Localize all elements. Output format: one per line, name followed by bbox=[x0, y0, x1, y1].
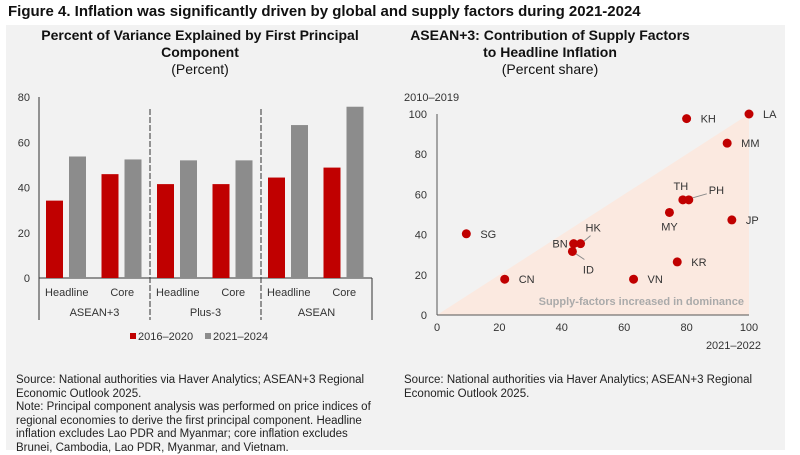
bar-Plus-3-Headline-2016–2020 bbox=[157, 184, 174, 278]
point-label-KH: KH bbox=[701, 114, 716, 126]
point-label-MY: MY bbox=[661, 221, 678, 233]
annotation: Supply-factors increased in dominance bbox=[539, 296, 744, 308]
point-VN bbox=[629, 274, 639, 284]
leader-line bbox=[575, 253, 585, 260]
x-tick-label: 100 bbox=[740, 322, 758, 334]
point-label-ID: ID bbox=[583, 264, 594, 276]
y-tick-label: 60 bbox=[18, 137, 30, 149]
point-JP bbox=[727, 215, 737, 225]
bar-source-text: Source: National authorities via Haver A… bbox=[16, 374, 365, 400]
bar-ASEAN-Headline-2016–2020 bbox=[268, 177, 285, 278]
point-MM bbox=[722, 138, 732, 148]
y-tick-label: 0 bbox=[24, 273, 30, 285]
point-label-VN: VN bbox=[648, 274, 663, 286]
y-tick-label: 80 bbox=[18, 92, 30, 104]
x-axis-label: 2021–2022 bbox=[706, 340, 761, 352]
point-ID bbox=[567, 246, 577, 256]
figure-title: Figure 4. Inflation was significantly dr… bbox=[8, 3, 641, 20]
scatter-chart-title: ASEAN+3: Contribution of Supply Factors … bbox=[405, 27, 695, 78]
point-label-HK: HK bbox=[586, 223, 602, 235]
y-tick-label: 60 bbox=[415, 189, 427, 201]
point-label-PH: PH bbox=[709, 185, 724, 197]
y-tick-label: 20 bbox=[18, 228, 30, 240]
point-label-CN: CN bbox=[519, 274, 535, 286]
bar-Plus-3-Core-2016–2020 bbox=[212, 184, 230, 278]
leader-line bbox=[583, 235, 591, 243]
legend-label: 2021–2024 bbox=[213, 331, 268, 343]
point-HK bbox=[576, 239, 586, 249]
point-label-TH: TH bbox=[674, 181, 689, 193]
bar-subtitle: (Percent) bbox=[171, 61, 229, 77]
y-axis-label: 2010–2019 bbox=[404, 92, 459, 104]
scatter-title: ASEAN+3: Contribution of Supply Factors … bbox=[410, 27, 690, 60]
point-CN bbox=[500, 274, 510, 284]
point-SG bbox=[461, 229, 471, 239]
shaded-region bbox=[437, 114, 749, 315]
point-MY bbox=[664, 207, 674, 217]
x-tick-label: 40 bbox=[556, 322, 568, 334]
legend-swatch bbox=[130, 333, 136, 339]
bar-ASEAN+3-Core-2021–2024 bbox=[124, 159, 142, 278]
y-tick-label: 100 bbox=[409, 109, 427, 121]
bar-ASEAN-Core-2021–2024 bbox=[346, 106, 364, 278]
bar-ASEAN+3-Headline-2021–2024 bbox=[69, 156, 86, 278]
y-tick-label: 80 bbox=[415, 149, 427, 161]
bar-chart-title: Percent of Variance Explained by First P… bbox=[10, 27, 390, 78]
x-tick-label: 80 bbox=[680, 322, 692, 334]
bar-note-text: Note: Principal component analysis was p… bbox=[16, 401, 371, 454]
leader-line bbox=[692, 193, 707, 199]
point-label-JP: JP bbox=[746, 215, 759, 227]
category-label: Headline bbox=[156, 287, 199, 299]
bar-source: Source: National authorities via Haver A… bbox=[16, 374, 386, 455]
point-label-KR: KR bbox=[691, 257, 706, 269]
point-label-LA: LA bbox=[763, 109, 777, 121]
y-tick-label: 0 bbox=[421, 310, 427, 322]
point-KR bbox=[672, 257, 682, 267]
point-label-MM: MM bbox=[741, 138, 759, 150]
bar-ASEAN+3-Headline-2016–2020 bbox=[46, 200, 63, 278]
y-tick-label: 40 bbox=[415, 230, 427, 242]
group-label: ASEAN bbox=[298, 307, 335, 319]
x-tick-label: 20 bbox=[493, 322, 505, 334]
bar-ASEAN-Core-2016–2020 bbox=[323, 167, 341, 278]
x-tick-label: 60 bbox=[618, 322, 630, 334]
scatter-subtitle: (Percent share) bbox=[501, 61, 599, 77]
category-label: Core bbox=[110, 287, 134, 299]
point-label-BN: BN bbox=[552, 239, 567, 251]
point-BN bbox=[569, 239, 579, 249]
scatter-source: Source: National authorities via Haver A… bbox=[404, 374, 753, 400]
y-tick-label: 20 bbox=[415, 270, 427, 282]
point-PH bbox=[684, 195, 694, 205]
category-label: Core bbox=[332, 287, 356, 299]
y-tick-label: 40 bbox=[18, 183, 30, 195]
category-label: Headline bbox=[267, 287, 310, 299]
point-KH bbox=[682, 114, 692, 124]
bar-ASEAN+3-Core-2016–2020 bbox=[101, 174, 119, 278]
bar-Plus-3-Headline-2021–2024 bbox=[180, 160, 197, 278]
bar-ASEAN-Headline-2021–2024 bbox=[291, 125, 308, 279]
point-label-SG: SG bbox=[480, 229, 496, 241]
x-tick-label: 0 bbox=[434, 322, 440, 334]
legend-label: 2016–2020 bbox=[138, 331, 193, 343]
bar-Plus-3-Core-2021–2024 bbox=[235, 160, 253, 278]
category-label: Headline bbox=[45, 287, 88, 299]
group-label: ASEAN+3 bbox=[70, 307, 120, 319]
group-label: Plus-3 bbox=[190, 307, 221, 319]
point-LA bbox=[744, 109, 754, 119]
category-label: Core bbox=[221, 287, 245, 299]
bar-title: Percent of Variance Explained by First P… bbox=[41, 27, 359, 60]
legend-swatch bbox=[205, 333, 211, 339]
